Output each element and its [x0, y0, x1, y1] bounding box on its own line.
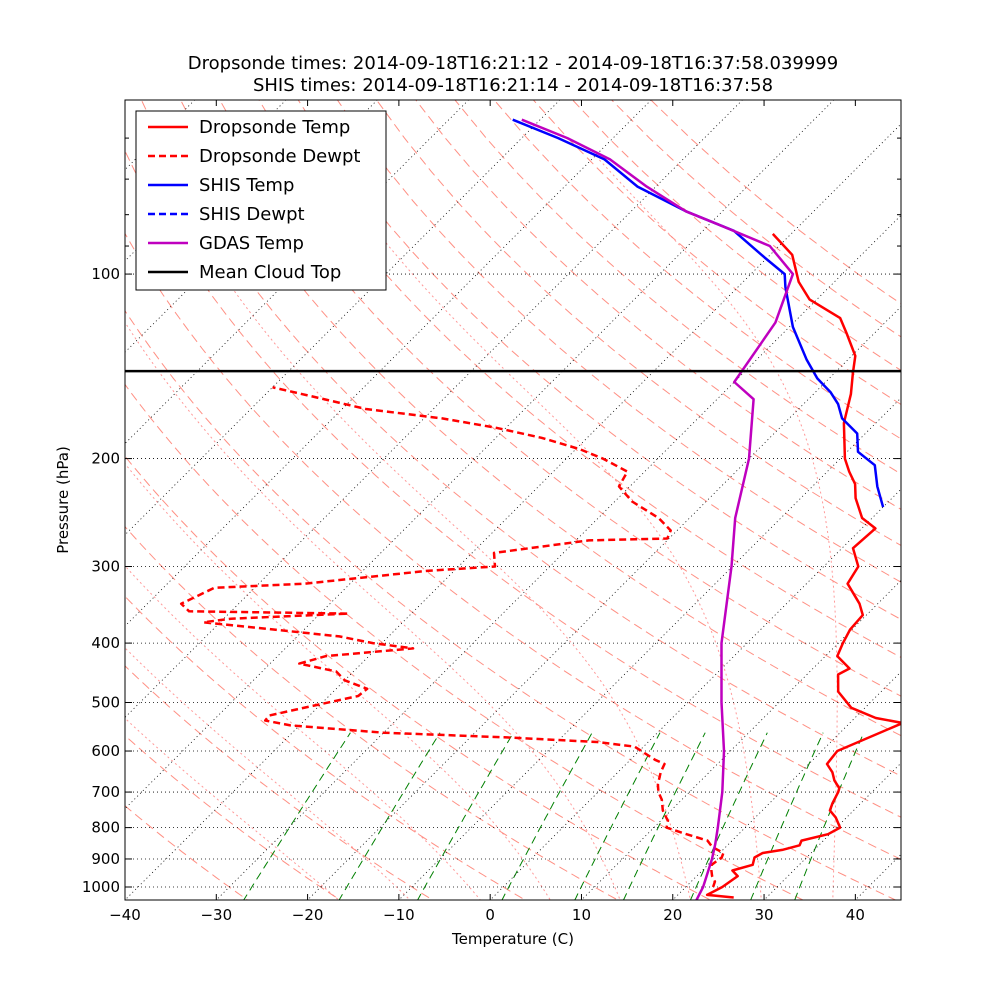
moist-adiabat	[125, 565, 481, 900]
dry-adiabat	[125, 805, 249, 900]
mixing-ratio-line	[622, 732, 706, 900]
isotherm-grid-line	[307, 306, 901, 900]
y-tick-label: 1000	[82, 878, 120, 896]
mixing-ratio-line	[794, 732, 865, 900]
mixing-ratio-line	[338, 732, 441, 900]
mixing-ratio-line	[417, 732, 514, 900]
y-tick-label: 800	[91, 819, 120, 837]
y-tick-label: 300	[91, 558, 120, 576]
moist-adiabat	[125, 647, 411, 900]
chart-title-line-1: Dropsonde times: 2014-09-18T16:21:12 - 2…	[187, 53, 839, 74]
isotherm-grid-line	[672, 671, 901, 900]
x-tick-label: −20	[292, 906, 324, 924]
dry-adiabat	[533, 100, 901, 406]
moist-adiabat	[125, 462, 551, 900]
mixing-ratio-line	[750, 732, 824, 900]
mixing-ratio-line	[574, 732, 661, 900]
legend-label: Dropsonde Temp	[199, 117, 350, 138]
dry-adiabat	[336, 100, 901, 583]
x-tick-label: −40	[109, 906, 141, 924]
dry-adiabat	[140, 100, 901, 777]
isotherm-grid-line	[854, 853, 901, 900]
dry-adiabat	[454, 100, 901, 475]
y-tick-label: 900	[91, 850, 120, 868]
dry-adiabat	[125, 383, 805, 900]
dropsonde-dewpt-line	[179, 386, 725, 888]
chart-title-line-2: SHIS times: 2014-09-18T16:21:14 - 2014-0…	[252, 75, 774, 96]
legend-label: GDAS Temp	[199, 233, 304, 254]
isotherm-grid-line	[489, 488, 901, 900]
dry-adiabat	[125, 309, 897, 900]
legend-label: Mean Cloud Top	[199, 262, 341, 283]
dry-adiabat	[493, 100, 901, 440]
grid	[125, 30, 1000, 912]
dry-adiabat	[376, 100, 901, 547]
dry-adiabat	[125, 734, 341, 900]
y-tick-label: 500	[91, 693, 120, 711]
legend-box	[135, 110, 387, 291]
data-series	[125, 118, 901, 900]
mixing-ratio-line	[501, 732, 593, 900]
y-tick-label: 200	[91, 450, 120, 468]
dry-adiabat	[611, 100, 901, 338]
y-tick-label: 700	[91, 783, 120, 801]
x-axis: −40 −30 −20 −10 0 10 20 30 40	[109, 100, 865, 924]
moist-adiabat	[125, 717, 340, 900]
dry-adiabat	[650, 100, 901, 305]
dry-adiabat	[415, 100, 901, 510]
mixing-ratio-line	[243, 732, 351, 900]
plot-frame	[124, 99, 902, 901]
dropsonde-temp-line	[705, 233, 901, 899]
legend-label: SHIS Temp	[199, 175, 294, 196]
legend-label: Dropsonde Dewpt	[199, 146, 360, 167]
dry-adiabat	[125, 149, 901, 818]
background-guides	[125, 100, 901, 900]
legend-label: SHIS Dewpt	[199, 204, 305, 225]
y-axis-label: Pressure (hPa)	[54, 446, 72, 554]
x-axis-label: Temperature (C)	[451, 930, 574, 948]
x-tick-label: 20	[663, 906, 682, 924]
y-axis: 100 200 300 400 500 600 700 800 900 1000	[82, 137, 901, 896]
isotherm-grid-line	[398, 397, 901, 900]
dry-adiabat	[125, 232, 901, 860]
y-tick-label: 400	[91, 634, 120, 652]
moist-adiabat	[125, 321, 621, 900]
shis-temp-line	[512, 118, 885, 508]
x-tick-label: 30	[755, 906, 774, 924]
x-tick-label: −10	[383, 906, 415, 924]
x-tick-label: 10	[572, 906, 591, 924]
dry-adiabat	[297, 100, 901, 621]
dry-adiabat	[125, 455, 712, 900]
dry-adiabat	[125, 595, 527, 900]
x-tick-label: −30	[200, 906, 232, 924]
mixing-ratio-line	[689, 732, 768, 900]
x-tick-label: 40	[846, 906, 865, 924]
y-tick-label: 600	[91, 742, 120, 760]
legend: Dropsonde Temp Dropsonde Dewpt SHIS Temp SH…	[135, 110, 387, 291]
dry-adiabat	[125, 525, 619, 900]
moist-adiabat	[598, 159, 838, 900]
dry-adiabat	[258, 100, 901, 658]
x-tick-label: 0	[485, 906, 495, 924]
dry-adiabat	[572, 100, 901, 371]
gdas-temp-line	[521, 118, 795, 900]
y-tick-label: 100	[91, 265, 120, 283]
dry-adiabat	[125, 665, 434, 900]
isotherm-grid-line	[934, 30, 1000, 912]
moist-adiabat	[184, 214, 692, 900]
